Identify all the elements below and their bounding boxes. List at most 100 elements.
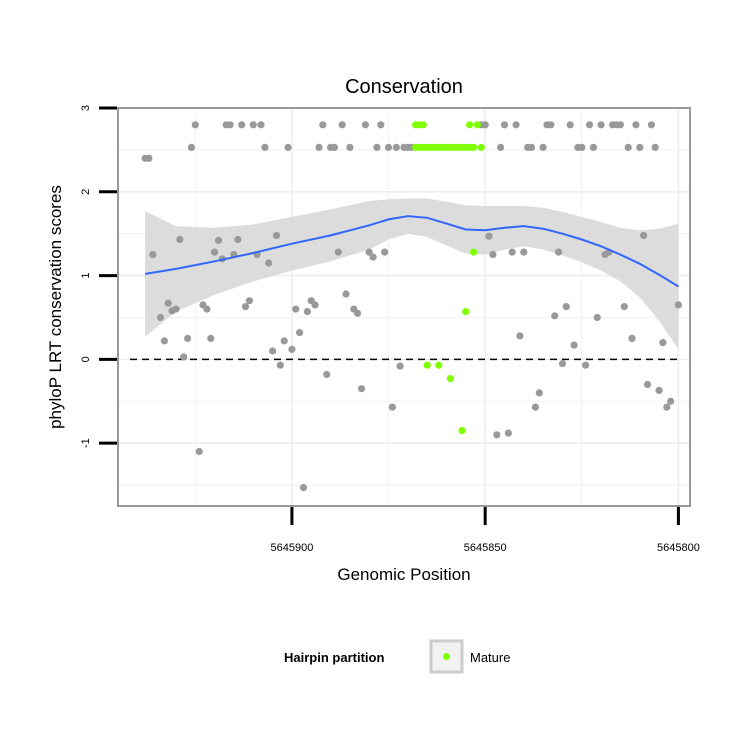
- data-point: [365, 248, 373, 256]
- y-tick-label: 2: [80, 189, 92, 195]
- data-point: [624, 143, 632, 151]
- data-point: [516, 332, 524, 340]
- y-tick-label: 3: [80, 105, 92, 111]
- data-point: [292, 305, 300, 313]
- legend-entry-mature: Mature: [470, 650, 510, 665]
- data-point: [384, 143, 393, 151]
- data-point: [616, 121, 625, 129]
- data-point: [338, 121, 346, 129]
- data-point: [238, 121, 246, 129]
- data-point: [508, 248, 516, 256]
- data-point: [388, 403, 396, 411]
- data-point: [555, 248, 563, 256]
- legend-key-mature-dot: [443, 653, 450, 660]
- data-point: [527, 143, 536, 151]
- data-point: [593, 313, 601, 322]
- data-point: [582, 361, 590, 369]
- mature-point: [470, 248, 478, 256]
- data-point: [145, 154, 153, 162]
- y-tick-label: 0: [80, 356, 92, 362]
- data-point: [315, 143, 323, 151]
- data-points: [141, 121, 683, 492]
- data-point: [303, 308, 311, 316]
- y-axis-label: phyloP LRT conservation scores: [46, 185, 65, 429]
- data-point: [674, 301, 683, 309]
- data-point: [667, 397, 675, 405]
- data-point: [160, 337, 168, 345]
- data-point: [659, 339, 667, 347]
- legend: Hairpin partition Mature: [284, 639, 510, 674]
- data-point: [191, 121, 199, 129]
- data-point: [663, 403, 671, 411]
- x-axis: 5645900 5645850 5645800: [271, 507, 700, 554]
- panel-border: [117, 107, 691, 507]
- data-point: [531, 403, 540, 411]
- data-point: [284, 143, 292, 151]
- data-point: [651, 143, 659, 151]
- data-point: [269, 347, 277, 355]
- data-point: [381, 248, 389, 256]
- data-point: [164, 299, 172, 307]
- data-point: [203, 305, 211, 313]
- data-point: [245, 297, 253, 305]
- data-point: [551, 312, 559, 320]
- data-point: [346, 143, 354, 151]
- data-point: [481, 121, 489, 129]
- data-point: [647, 121, 656, 129]
- data-point: [207, 334, 215, 342]
- data-point: [195, 447, 203, 456]
- data-point: [241, 303, 250, 311]
- data-point: [288, 345, 296, 353]
- x-tick-label: 5645850: [464, 542, 507, 554]
- mature-point: [446, 375, 454, 383]
- data-point: [578, 143, 586, 151]
- x-axis-label: Genomic Position: [337, 565, 470, 584]
- y-axis: -1 0 1 2 3: [80, 105, 117, 448]
- data-point: [334, 248, 342, 256]
- data-point: [655, 386, 663, 394]
- mature-point: [462, 308, 470, 316]
- mature-point: [419, 121, 427, 129]
- data-point: [377, 121, 385, 129]
- data-point: [180, 353, 188, 361]
- mature-point: [473, 121, 481, 129]
- data-point: [562, 303, 570, 311]
- data-point: [570, 341, 578, 349]
- data-point: [558, 360, 567, 368]
- data-point: [357, 385, 366, 393]
- data-point: [211, 248, 219, 256]
- data-point: [323, 370, 331, 379]
- data-point: [497, 143, 505, 151]
- mature-point: [477, 143, 485, 151]
- data-point: [319, 121, 327, 129]
- data-point: [620, 303, 628, 311]
- mature-point: [470, 143, 478, 151]
- x-tick-label: 5645900: [271, 542, 314, 554]
- data-point: [342, 290, 350, 298]
- data-point: [234, 235, 242, 244]
- data-point: [535, 389, 543, 397]
- data-point: [172, 305, 180, 313]
- data-point: [276, 361, 284, 369]
- legend-title: Hairpin partition: [284, 650, 384, 665]
- data-point: [330, 143, 338, 151]
- data-point: [512, 121, 520, 129]
- data-point: [361, 121, 369, 129]
- data-point: [520, 248, 528, 256]
- data-point: [214, 236, 223, 244]
- data-point: [156, 313, 165, 322]
- data-point: [373, 143, 381, 151]
- data-point: [354, 309, 362, 317]
- data-point: [272, 231, 281, 239]
- data-point: [643, 380, 652, 389]
- panel-background: [118, 108, 690, 506]
- data-point: [184, 334, 192, 342]
- data-point: [226, 121, 234, 129]
- data-point: [280, 337, 288, 345]
- mature-point: [423, 361, 431, 369]
- data-point: [299, 484, 308, 492]
- data-point: [589, 143, 598, 151]
- data-point: [493, 431, 501, 439]
- data-point: [640, 231, 648, 239]
